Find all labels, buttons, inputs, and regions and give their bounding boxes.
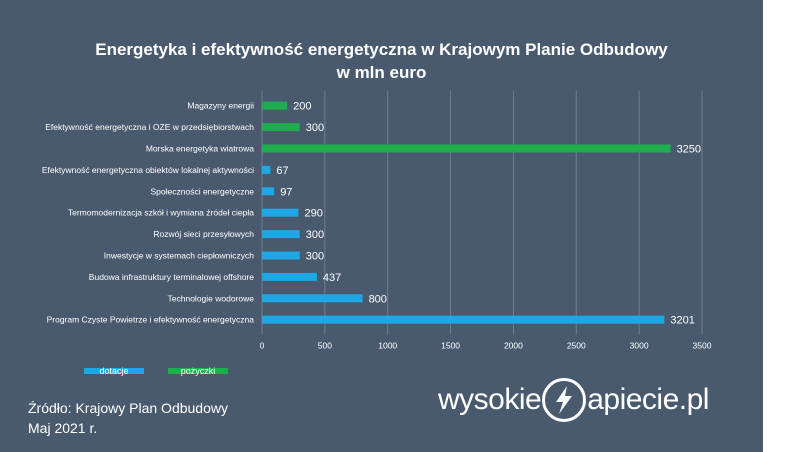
- legend-swatch-pozyczki: pożyczki: [168, 366, 228, 376]
- data-label: 437: [323, 272, 341, 284]
- bar: [262, 230, 300, 239]
- legend-swatch-dotacje: dotacje: [84, 366, 144, 376]
- bar: [262, 208, 299, 217]
- data-label: 300: [306, 122, 324, 134]
- category-label: Termomodernizacja szkół i wymiana źródeł…: [68, 208, 254, 218]
- x-tick-label: 0: [260, 340, 265, 350]
- category-label: Rozwój sieci przesyłowych: [153, 229, 254, 239]
- category-label: Technologie wodorowe: [168, 293, 255, 303]
- bar: [262, 315, 665, 324]
- data-label: 3250: [677, 144, 701, 156]
- legend-label-dotacje: dotacje: [99, 366, 129, 376]
- x-tick-label: 3000: [630, 340, 649, 350]
- source-note: Źródło: Krajowy Plan Odbudowy Maj 2021 r…: [28, 398, 228, 438]
- data-label: 200: [293, 101, 311, 113]
- data-label: 67: [276, 165, 288, 177]
- logo: wysokie apiecie.pl: [438, 378, 709, 422]
- bar: [262, 123, 300, 132]
- x-tick-label: 2500: [567, 340, 586, 350]
- logo-text-right: apiecie.pl: [587, 383, 709, 416]
- bar-chart: 0 500 1000 1500 2000 2500 3000 3500 Magazyny ene…: [42, 91, 712, 350]
- legend-label-pozyczki: pożyczki: [180, 366, 216, 376]
- bar: [262, 294, 363, 303]
- lightning-bolt-icon: [542, 378, 587, 422]
- x-tick-label: 2000: [504, 340, 523, 350]
- data-label: 300: [306, 251, 324, 263]
- chart-title: Energetyka i efektywność energetyczna w …: [0, 38, 763, 84]
- bar: [262, 187, 275, 196]
- category-label: Społeczności energetyczne: [151, 186, 255, 196]
- category-label: Efektywność energetyczna obiektów lokaln…: [42, 165, 254, 175]
- x-tick-label: 500: [318, 340, 332, 350]
- legend: dotacje pożyczki: [84, 366, 228, 376]
- legend-item-dotacje: dotacje: [84, 366, 144, 376]
- source-line-2: Maj 2021 r.: [28, 420, 98, 436]
- category-label: Budowa infrastruktury terminalowej offsh…: [89, 272, 254, 282]
- data-label: 800: [369, 293, 387, 305]
- bar: [262, 101, 288, 110]
- legend-item-pozyczki: pożyczki: [168, 366, 228, 376]
- category-label: Efektywność energetyczna i OZE w przedsi…: [45, 122, 254, 132]
- bar: [262, 272, 317, 281]
- bar: [262, 251, 300, 260]
- x-tick-label: 1000: [378, 340, 397, 350]
- logo-text-left: wysokie: [438, 383, 542, 416]
- data-label: 3201: [670, 315, 694, 327]
- data-label: 290: [304, 208, 322, 220]
- x-tick-label: 3500: [693, 340, 712, 350]
- data-label: 97: [280, 186, 292, 198]
- bar: [262, 144, 671, 153]
- category-label: Magazyny energii: [187, 101, 254, 111]
- bar: [262, 165, 271, 174]
- category-label: Inwestycje w systemach ciepłowniczych: [104, 251, 254, 261]
- chart-subtitle: w mln euro: [336, 63, 427, 82]
- x-tick-label: 1500: [441, 340, 460, 350]
- chart-title-main: Energetyka i efektywność energetyczna w …: [95, 40, 668, 59]
- category-label: Morska energetyka wiatrowa: [146, 144, 254, 154]
- chart-panel: [0, 0, 763, 452]
- category-label: Program Czyste Powietrze i efektywność e…: [47, 315, 255, 325]
- data-label: 300: [306, 229, 324, 241]
- source-line-1: Źródło: Krajowy Plan Odbudowy: [28, 400, 228, 416]
